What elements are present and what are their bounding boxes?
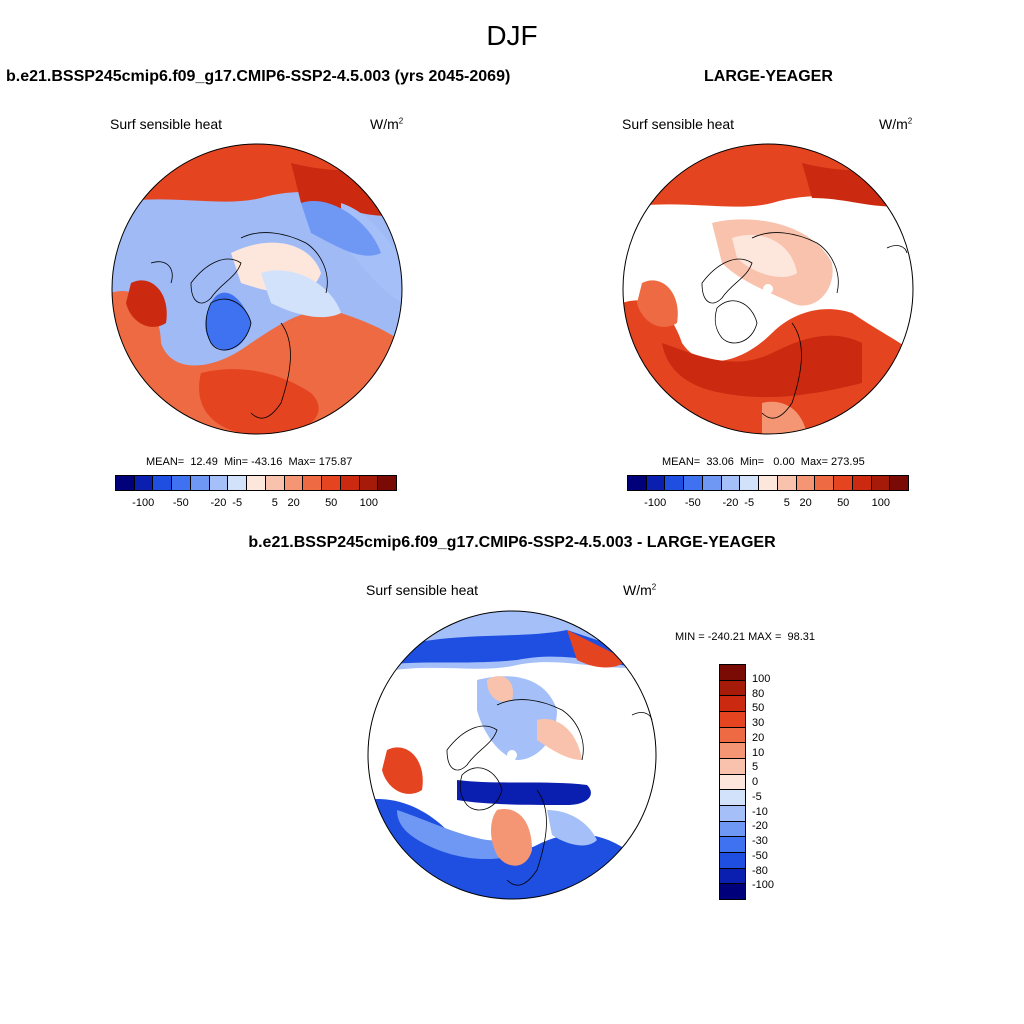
colorbar-tick-label: -20 bbox=[752, 820, 768, 833]
colorbar-swatch bbox=[720, 759, 745, 775]
colorbar-tick-label: 20 bbox=[287, 497, 300, 509]
panel-1-variable: Surf sensible heat bbox=[110, 116, 223, 132]
panel-2-map bbox=[622, 143, 914, 435]
colorbar-tick-label: -20 bbox=[210, 497, 227, 509]
colorbar-swatch bbox=[284, 476, 304, 490]
colorbar-swatch bbox=[665, 476, 685, 490]
colorbar-swatch bbox=[815, 476, 835, 490]
colorbar-swatch bbox=[228, 476, 248, 490]
colorbar-swatch bbox=[834, 476, 853, 490]
colorbar-swatch bbox=[796, 476, 816, 490]
colorbar-tick-label: -100 bbox=[644, 497, 667, 509]
colorbar-swatch bbox=[646, 476, 666, 490]
colorbar-tick-label: 80 bbox=[752, 687, 765, 700]
panel-1-stats: MEAN= 12.49 Min= -43.16 Max= 175.87 bbox=[146, 456, 353, 468]
colorbar-swatch bbox=[303, 476, 323, 490]
colorbar-swatch bbox=[265, 476, 285, 490]
colorbar-swatch bbox=[247, 476, 266, 490]
panel-2-variable: Surf sensible heat bbox=[622, 116, 735, 132]
colorbar-swatch bbox=[190, 476, 210, 490]
panel-3-colorbar bbox=[719, 664, 746, 900]
panel-1-title: b.e21.BSSP245cmip6.f09_g17.CMIP6-SSP2-4.… bbox=[6, 68, 511, 85]
panel-1-colorbar bbox=[115, 475, 397, 491]
colorbar-swatch bbox=[378, 476, 397, 490]
panel-2-title: LARGE-YEAGER bbox=[704, 68, 833, 85]
colorbar-swatch bbox=[720, 665, 745, 681]
colorbar-swatch bbox=[322, 476, 341, 490]
panel-2-stats: MEAN= 33.06 Min= 0.00 Max= 273.95 bbox=[662, 456, 865, 468]
colorbar-swatch bbox=[759, 476, 778, 490]
colorbar-tick-label: 5 bbox=[783, 497, 790, 509]
panel-1-units: W/m2 bbox=[370, 116, 404, 132]
colorbar-tick-label: -5 bbox=[752, 790, 762, 803]
colorbar-swatch bbox=[209, 476, 229, 490]
colorbar-swatch bbox=[720, 868, 745, 885]
colorbar-tick-label: -50 bbox=[752, 849, 768, 862]
colorbar-tick-label: 50 bbox=[752, 702, 765, 715]
colorbar-swatch bbox=[359, 476, 379, 490]
colorbar-swatch bbox=[721, 476, 741, 490]
colorbar-tick-label: -50 bbox=[684, 497, 701, 509]
colorbar-tick-label: -100 bbox=[752, 879, 775, 892]
figure-title: DJF bbox=[486, 20, 538, 51]
colorbar-swatch bbox=[720, 821, 745, 838]
panel-3-stats: MIN = -240.21 MAX = 98.31 bbox=[675, 631, 816, 643]
colorbar-swatch bbox=[852, 476, 872, 490]
panel-3-title: b.e21.BSSP245cmip6.f09_g17.CMIP6-SSP2-4.… bbox=[248, 534, 776, 551]
colorbar-tick-label: 100 bbox=[359, 497, 378, 509]
colorbar-swatch bbox=[720, 727, 745, 744]
colorbar-swatch bbox=[871, 476, 891, 490]
colorbar-tick-label: 20 bbox=[799, 497, 812, 509]
colorbar-tick-label: 10 bbox=[752, 746, 765, 759]
colorbar-swatch bbox=[172, 476, 191, 490]
colorbar-tick-label: -80 bbox=[752, 864, 768, 877]
colorbar-swatch bbox=[720, 790, 745, 807]
colorbar-swatch bbox=[153, 476, 173, 490]
colorbar-swatch bbox=[720, 680, 745, 697]
colorbar-swatch bbox=[720, 806, 745, 822]
colorbar-swatch bbox=[134, 476, 154, 490]
colorbar-tick-label: 5 bbox=[752, 761, 759, 774]
colorbar-swatch bbox=[720, 743, 745, 760]
colorbar-swatch bbox=[720, 774, 745, 791]
panel-3-units: W/m2 bbox=[623, 582, 657, 598]
colorbar-tick-label: 20 bbox=[752, 731, 765, 744]
colorbar-swatch bbox=[628, 476, 647, 490]
colorbar-swatch bbox=[702, 476, 722, 490]
panel-3-map bbox=[367, 610, 657, 900]
colorbar-swatch bbox=[890, 476, 909, 490]
colorbar-tick-label: -20 bbox=[722, 497, 739, 509]
colorbar-swatch bbox=[684, 476, 703, 490]
colorbar-tick-label: 100 bbox=[871, 497, 890, 509]
colorbar-tick-label: 50 bbox=[837, 497, 850, 509]
colorbar-tick-label: -100 bbox=[132, 497, 155, 509]
panel-2-colorbar bbox=[627, 475, 909, 491]
panel-2-units: W/m2 bbox=[879, 116, 913, 132]
colorbar-tick-label: 100 bbox=[752, 672, 771, 685]
colorbar-tick-label: -10 bbox=[752, 805, 768, 818]
colorbar-swatch bbox=[720, 853, 745, 869]
colorbar-tick-label: -50 bbox=[172, 497, 189, 509]
colorbar-tick-label: -5 bbox=[744, 497, 755, 509]
panel-1-map bbox=[111, 143, 403, 435]
colorbar-tick-label: 30 bbox=[752, 717, 765, 729]
colorbar-tick-label: 50 bbox=[325, 497, 338, 509]
colorbar-swatch bbox=[720, 884, 745, 900]
colorbar-swatch bbox=[777, 476, 797, 490]
colorbar-swatch bbox=[720, 712, 745, 728]
colorbar-swatch bbox=[720, 837, 745, 854]
colorbar-swatch bbox=[740, 476, 760, 490]
colorbar-tick-label: 5 bbox=[271, 497, 278, 509]
colorbar-swatch bbox=[340, 476, 360, 490]
panel-3-variable: Surf sensible heat bbox=[366, 582, 479, 598]
colorbar-swatch bbox=[720, 696, 745, 713]
colorbar-tick-label: -5 bbox=[232, 497, 243, 509]
colorbar-tick-label: -30 bbox=[752, 835, 768, 847]
colorbar-tick-label: 0 bbox=[752, 776, 759, 788]
colorbar-swatch bbox=[116, 476, 135, 490]
